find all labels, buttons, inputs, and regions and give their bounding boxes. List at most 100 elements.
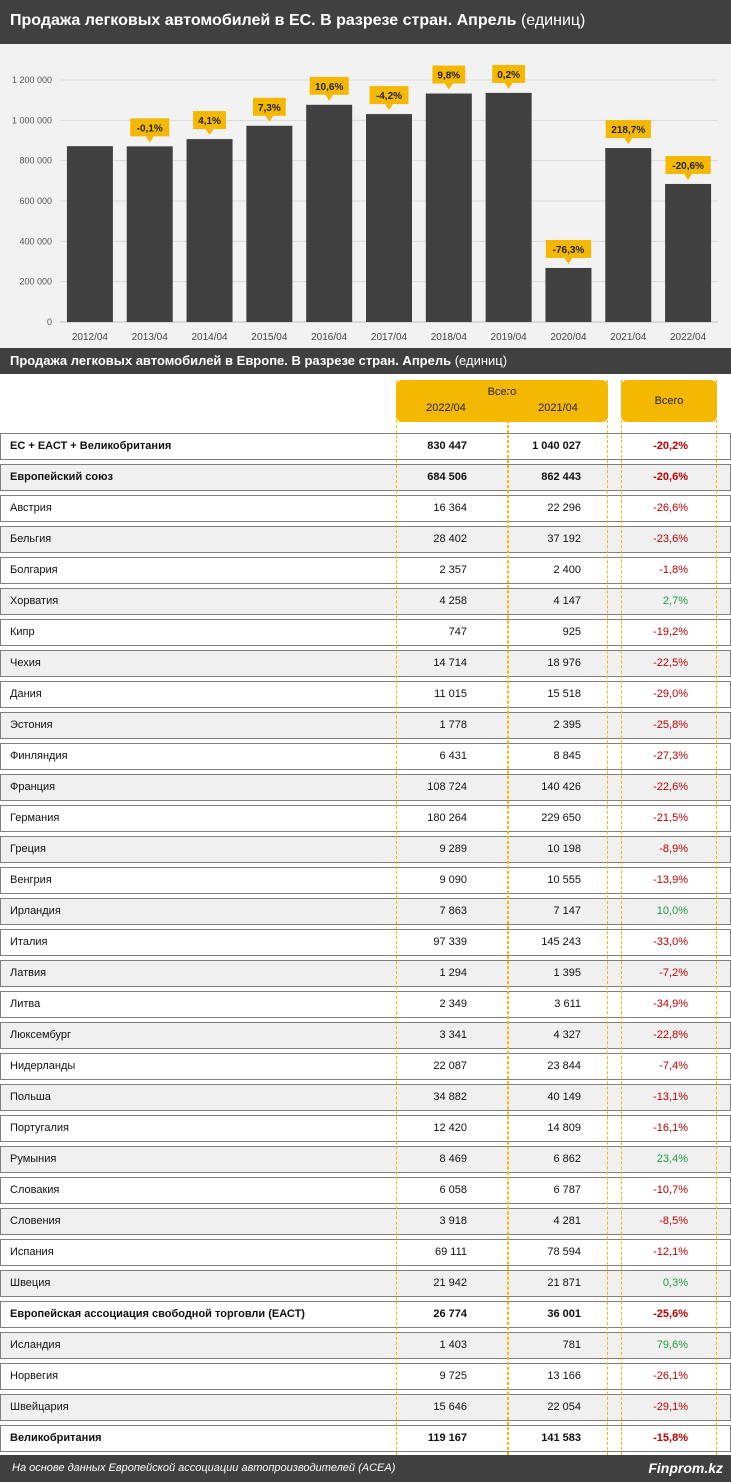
- y-tick-label: 400 000: [19, 236, 52, 246]
- value-2021: 925: [562, 626, 581, 638]
- value-2021: 1 040 027: [532, 440, 581, 452]
- footer-bar: На основе данных Европейской ассоциации …: [0, 1455, 731, 1482]
- data-label-pointer: [325, 94, 334, 101]
- country-name: Австрия: [10, 502, 52, 514]
- change-percent: -12,1%: [653, 1246, 688, 1258]
- value-2022: 830 447: [427, 440, 467, 452]
- data-label-pointer: [624, 138, 633, 145]
- change-percent: -7,4%: [659, 1060, 688, 1072]
- value-2021: 6 862: [553, 1153, 581, 1165]
- value-2022: 1 403: [439, 1339, 467, 1351]
- table-row: Эстония 1 778 2 395 -25,8%: [0, 712, 731, 739]
- y-tick-label: 200 000: [19, 277, 52, 287]
- data-label-pointer: [504, 82, 513, 89]
- bar-chart-svg: 0 200 000 400 000 600 000 800 000 1 000 000 1 …: [12, 64, 718, 343]
- table-row: Исландия 1 403 781 79,6%: [0, 1332, 731, 1359]
- change-percent: -8,9%: [659, 843, 688, 855]
- x-tick-label: 2017/04: [371, 332, 408, 343]
- value-2022: 2 349: [439, 998, 467, 1010]
- table-row: Венгрия 9 090 10 555 -13,9%: [0, 867, 731, 894]
- header-tab-pct: [621, 380, 717, 422]
- value-2022: 3 918: [439, 1215, 467, 1227]
- value-2021: 4 281: [553, 1215, 581, 1227]
- header-col-2022: 2022/04: [426, 402, 466, 414]
- value-2021: 145 243: [541, 936, 581, 948]
- value-2022: 28 402: [433, 533, 467, 545]
- x-tick-label: 2018/04: [431, 332, 468, 343]
- header-col-2021: 2021/04: [538, 402, 578, 414]
- data-label-pointer: [205, 129, 214, 136]
- country-name: Великобритания: [10, 1432, 102, 1444]
- table-row: Чехия 14 714 18 976 -22,5%: [0, 650, 731, 677]
- change-percent: 2,7%: [662, 595, 688, 607]
- table-row: Италия 97 339 145 243 -33,0%: [0, 929, 731, 956]
- value-2022: 1 294: [439, 967, 467, 979]
- change-percent: -34,9%: [653, 998, 688, 1010]
- x-tick-label: 2015/04: [251, 332, 288, 343]
- data-label-box: [130, 118, 170, 137]
- table-row: Литва 2 349 3 611 -34,9%: [0, 991, 731, 1018]
- table-row: Польша 34 882 40 149 -13,1%: [0, 1084, 731, 1111]
- data-label: 10,6%: [315, 82, 343, 93]
- value-2021: 10 555: [547, 874, 581, 886]
- bar: [126, 146, 173, 322]
- country-name: Литва: [10, 998, 41, 1010]
- change-percent: -22,6%: [653, 781, 688, 793]
- value-2022: 6 058: [439, 1184, 467, 1196]
- source-note: На основе данных Европейской ассоциации …: [12, 1462, 396, 1474]
- value-2022: 69 111: [434, 1246, 467, 1258]
- value-2022: 119 167: [427, 1432, 467, 1444]
- value-2022: 6 431: [439, 750, 467, 762]
- data-label: -20,6%: [672, 161, 704, 172]
- change-percent: -8,5%: [659, 1215, 688, 1227]
- value-2022: 97 339: [433, 936, 467, 948]
- x-tick-label: 2022/04: [670, 332, 707, 343]
- change-percent: -21,5%: [653, 812, 688, 824]
- table-row: Франция 108 724 140 426 -22,6%: [0, 774, 731, 801]
- change-percent: -20,2%: [653, 440, 688, 452]
- change-percent: 0,3%: [662, 1277, 688, 1289]
- change-percent: -33,0%: [653, 936, 688, 948]
- header-col-pct: Всего: [654, 395, 684, 407]
- table-title-text: Продажа легковых автомобилей в Европе. В…: [10, 353, 452, 368]
- country-name: Словения: [10, 1215, 61, 1227]
- value-2022: 1 778: [439, 719, 467, 731]
- table-title-unit: (единиц): [454, 353, 508, 368]
- table-row: Словения 3 918 4 281 -8,5%: [0, 1208, 731, 1235]
- country-name: Дания: [10, 688, 42, 700]
- change-percent: -13,1%: [653, 1091, 688, 1103]
- header-group-label: Всего: [487, 386, 517, 398]
- table-row: Норвегия 9 725 13 166 -26,1%: [0, 1363, 731, 1390]
- value-2021: 4 327: [553, 1029, 581, 1041]
- country-name: Бельгия: [10, 533, 52, 545]
- table-row: Бельгия 28 402 37 192 -23,6%: [0, 526, 731, 553]
- data-label-pointer: [145, 136, 154, 143]
- table-row: Европейская ассоциация свободной торговл…: [0, 1301, 731, 1328]
- value-2021: 3 611: [554, 998, 581, 1010]
- value-2022: 11 015: [434, 688, 467, 700]
- change-percent: 23,4%: [656, 1153, 688, 1165]
- value-2021: 140 426: [541, 781, 581, 793]
- country-name: Нидерланды: [10, 1060, 76, 1072]
- data-label: 218,7%: [611, 125, 645, 136]
- country-name: Ирландия: [10, 905, 61, 917]
- value-2022: 684 506: [427, 471, 467, 483]
- x-tick-label: 2014/04: [191, 332, 228, 343]
- table-row: Хорватия 4 258 4 147 2,7%: [0, 588, 731, 615]
- table-row: Финляндия 6 431 8 845 -27,3%: [0, 743, 731, 770]
- brand-logo: Finprom.kz: [648, 1460, 723, 1476]
- country-name: ЕС + ЕАСТ + Великобритания: [10, 440, 172, 452]
- change-percent: -25,8%: [653, 719, 688, 731]
- data-label: -76,3%: [553, 245, 585, 256]
- country-name: Болгария: [10, 564, 58, 576]
- data-label-box: [193, 111, 226, 130]
- change-percent: -25,6%: [653, 1308, 688, 1320]
- country-name: Франция: [10, 781, 56, 793]
- data-label-box: [545, 239, 592, 258]
- value-2021: 13 166: [547, 1370, 581, 1382]
- value-2021: 23 844: [547, 1060, 581, 1072]
- country-name: Европейский союз: [10, 471, 113, 483]
- chart-title: Продажа легковых автомобилей в ЕС. В раз…: [10, 12, 585, 30]
- value-2022: 9 289: [439, 843, 467, 855]
- value-2021: 229 650: [541, 812, 581, 824]
